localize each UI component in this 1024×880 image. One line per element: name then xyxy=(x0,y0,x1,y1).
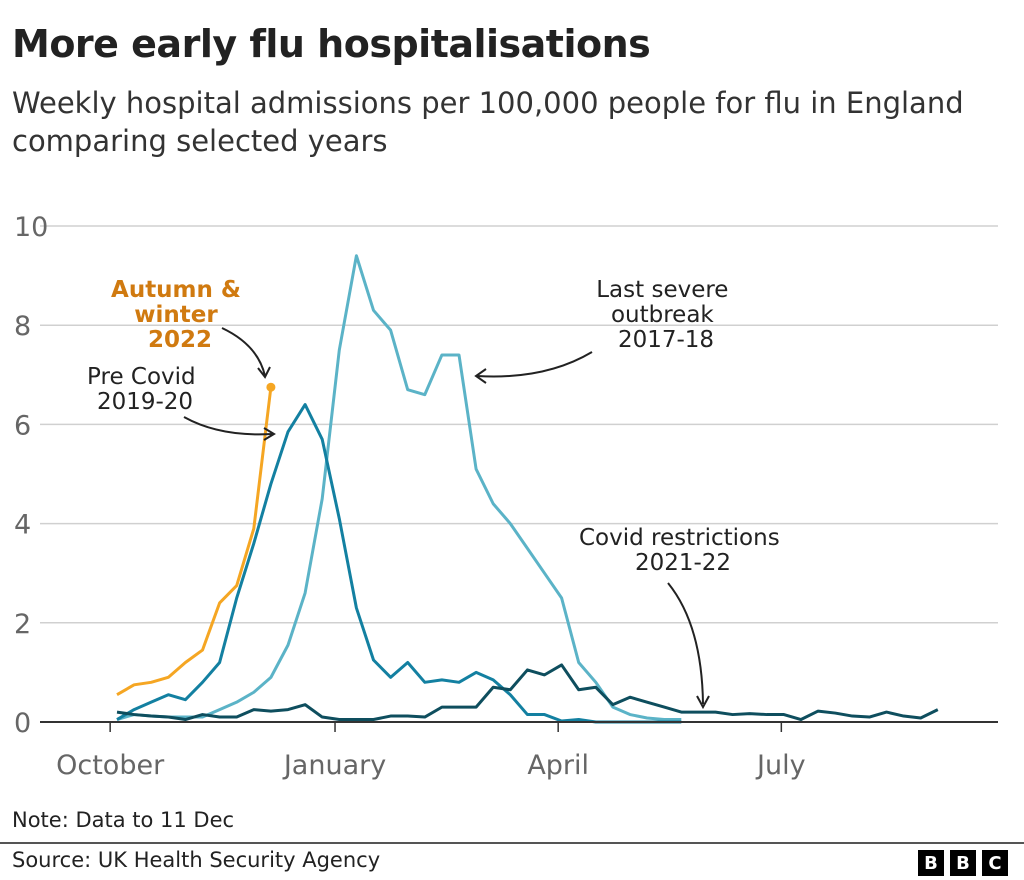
chart-note: Note: Data to 11 Dec xyxy=(12,808,235,832)
x-tick-label: October xyxy=(56,750,165,781)
y-tick-label: 0 xyxy=(14,708,31,739)
annotation-autumn-2022: Autumn & winter 2022 xyxy=(111,277,249,353)
y-tick-label: 2 xyxy=(14,609,31,640)
y-tick-label: 6 xyxy=(14,410,31,441)
y-tick-label: 8 xyxy=(14,311,31,342)
line-chart: 0 2 4 6 8 10 October January April July Autumn &… xyxy=(14,212,998,781)
series-line-1 xyxy=(116,403,682,724)
y-tick-label: 4 xyxy=(14,510,31,541)
chart-subtitle: Weekly hospital admissions per 100,000 p… xyxy=(12,86,964,158)
bbc-logo-block: B xyxy=(918,850,944,876)
bbc-logo-block: B xyxy=(950,850,976,876)
annotation-pre-covid: Pre Covid 2019-20 xyxy=(87,364,203,415)
arrow-pre-covid xyxy=(183,416,276,441)
annotation-covid-restrictions: Covid restrictions 2021-22 xyxy=(579,525,787,576)
series-line-3 xyxy=(116,387,273,697)
x-tick-label: July xyxy=(755,750,806,781)
y-tick-label: 10 xyxy=(14,212,48,243)
arrow-covid xyxy=(667,582,710,710)
x-tick-label: January xyxy=(282,750,386,781)
series-line-0 xyxy=(116,254,682,722)
source-text: Source: UK Health Security Agency xyxy=(12,848,381,872)
x-tick-label: April xyxy=(527,750,589,781)
footer-divider xyxy=(0,842,1024,844)
data-point xyxy=(266,382,276,392)
bbc-logo-block: C xyxy=(982,850,1008,876)
chart-title: More early flu hospitalisations xyxy=(12,22,651,66)
arrow-autumn xyxy=(221,327,271,379)
series-line-2 xyxy=(116,663,939,722)
arrow-severe xyxy=(474,351,593,384)
annotation-severe-outbreak: Last severe outbreak 2017-18 xyxy=(596,277,736,353)
bbc-logo: B B C xyxy=(918,850,1008,876)
